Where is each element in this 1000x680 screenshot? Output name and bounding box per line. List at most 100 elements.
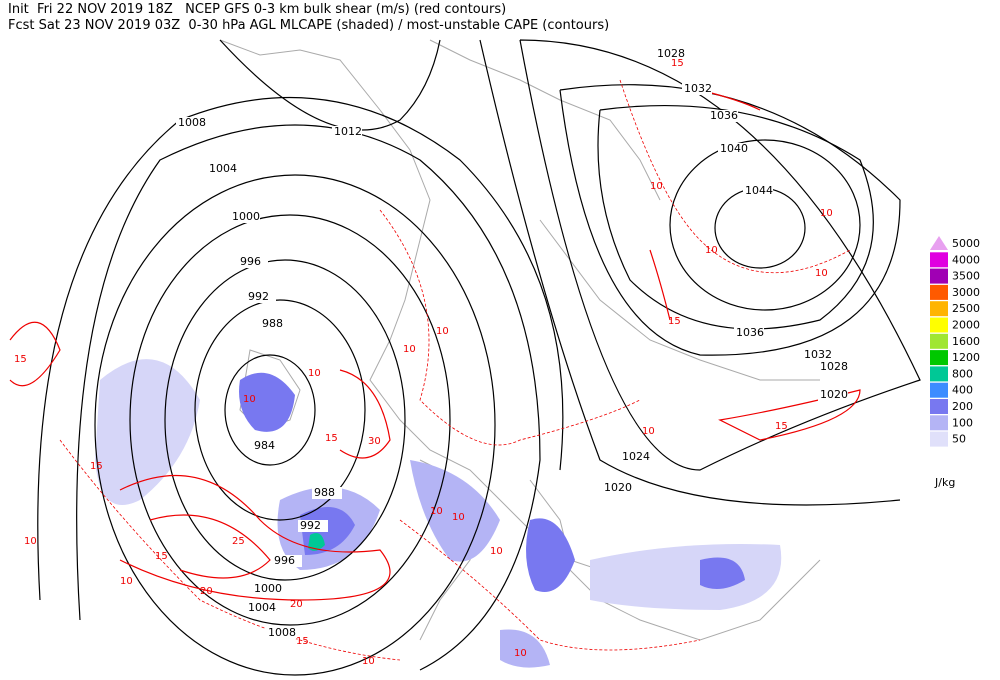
label-bg <box>818 389 848 401</box>
header-line: Init Fri 22 NOV 2019 18Z NCEP GFS 0-3 km… <box>8 2 506 17</box>
shear-label: 10 <box>430 506 443 517</box>
pressure-label: 1000 <box>254 582 282 595</box>
label-bg <box>207 163 237 175</box>
legend-label: 2000 <box>952 319 980 332</box>
legend-unit: J/kg <box>934 476 955 489</box>
shear-label: 10 <box>403 344 416 355</box>
shear-label: 10 <box>452 512 465 523</box>
cape-shading <box>95 359 782 668</box>
pressure-label: 1008 <box>268 626 296 639</box>
legend-label: 5000 <box>952 237 980 250</box>
label-bg <box>332 126 362 138</box>
legend-swatch <box>930 350 948 366</box>
shear-label: 20 <box>200 586 213 597</box>
legend-swatch <box>930 301 948 317</box>
pressure-label: 988 <box>262 317 283 330</box>
label-bg <box>620 451 650 463</box>
legend-label: 50 <box>952 433 966 446</box>
legend-label: 400 <box>952 384 973 397</box>
shear-label: 10 <box>120 576 133 587</box>
shear-label: 10 <box>642 426 655 437</box>
legend-label: 2500 <box>952 302 980 315</box>
pressure-label: 1004 <box>248 601 276 614</box>
shear-label: 15 <box>325 433 338 444</box>
pressure-label: 1040 <box>720 142 748 155</box>
shear-label: 25 <box>232 536 245 547</box>
pressure-label: 988 <box>314 486 335 499</box>
shear-label: 20 <box>290 599 303 610</box>
label-bg <box>238 256 268 268</box>
label-bg <box>246 602 276 614</box>
shear-label: 10 <box>490 546 503 557</box>
label-bg <box>312 487 342 499</box>
pressure-label: 1036 <box>710 109 738 122</box>
legend-label: 800 <box>952 367 973 380</box>
shear-label: 10 <box>436 326 449 337</box>
legend-swatch <box>930 415 948 431</box>
shear-label: 15 <box>296 636 309 647</box>
legend-swatch <box>930 431 948 447</box>
legend-label: 3000 <box>952 286 980 299</box>
pressure-label: 1044 <box>745 184 773 197</box>
label-bg <box>252 583 282 595</box>
legend-swatch <box>930 236 948 250</box>
shear-label: 15 <box>155 551 168 562</box>
shear-label: 30 <box>368 436 381 447</box>
label-bg <box>272 555 302 567</box>
shear-label: 10 <box>308 368 321 379</box>
legend-label: 1600 <box>952 335 980 348</box>
pressure-label: 1008 <box>178 116 206 129</box>
pressure-label: 996 <box>274 554 295 567</box>
legend: 5000 4000 3500 3000 2500 2000 1600 1200 800 400 20… <box>930 236 980 447</box>
legend-label: 3500 <box>952 270 980 283</box>
shear-label: 15 <box>90 461 103 472</box>
legend-swatch <box>930 268 948 284</box>
label-bg <box>266 627 296 639</box>
legend-swatch <box>930 333 948 349</box>
shear-contours <box>9 89 861 601</box>
label-bg <box>708 110 738 122</box>
shear-label: 10 <box>650 181 663 192</box>
pressure-label: 1028 <box>820 360 848 373</box>
label-bg <box>655 48 685 60</box>
shear-label: 15 <box>775 421 788 432</box>
legend-swatch <box>930 284 948 300</box>
pressure-label: 992 <box>248 290 269 303</box>
shear-label: 15 <box>14 354 27 365</box>
shear-label: 10 <box>362 656 375 667</box>
shear-label: 10 <box>514 648 527 659</box>
label-bg <box>176 117 206 129</box>
pressure-label: 1012 <box>334 125 362 138</box>
contour-labels: 1028103210361040104410121008100410009969… <box>14 47 848 667</box>
pressure-label: 1020 <box>820 388 848 401</box>
legend-label: 100 <box>952 416 973 429</box>
label-bg <box>260 318 290 330</box>
shear-label: 10 <box>24 536 37 547</box>
pressure-label: 1032 <box>684 82 712 95</box>
label-bg <box>818 361 848 373</box>
shear-label: 10 <box>243 394 256 405</box>
pressure-label: 1032 <box>804 348 832 361</box>
pressure-label: 996 <box>240 255 261 268</box>
label-bg <box>602 482 632 494</box>
label-bg <box>734 327 764 339</box>
label-bg <box>230 211 260 223</box>
pressure-label: 992 <box>300 519 321 532</box>
pressure-label: 1028 <box>657 47 685 60</box>
shear-contours-dashed <box>59 79 851 661</box>
legend-label: 200 <box>952 400 973 413</box>
legend-label: 1200 <box>952 351 980 364</box>
shear-label: 10 <box>705 245 718 256</box>
label-bg <box>246 291 276 303</box>
legend-swatch <box>930 382 948 398</box>
pressure-label: 1004 <box>209 162 237 175</box>
pressure-label: 1036 <box>736 326 764 339</box>
label-bg <box>743 185 773 197</box>
header-line: Fcst Sat 23 NOV 2019 03Z 0-30 hPa AGL ML… <box>8 18 609 33</box>
label-bg <box>682 83 712 95</box>
shear-label: 10 <box>820 208 833 219</box>
label-bg <box>298 520 328 532</box>
legend-swatch <box>930 399 948 414</box>
